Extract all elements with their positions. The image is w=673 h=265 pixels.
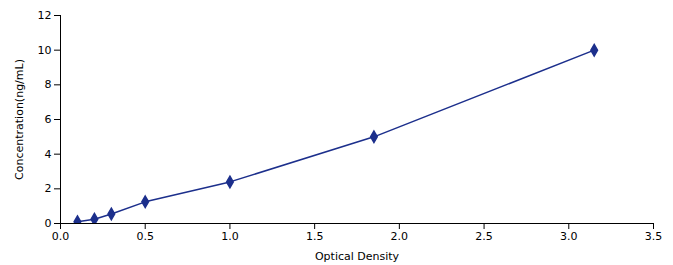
svg-text:2.0: 2.0 [391, 230, 409, 243]
svg-text:0.0: 0.0 [52, 230, 70, 243]
svg-text:1.5: 1.5 [306, 230, 324, 243]
svg-text:1.0: 1.0 [221, 230, 239, 243]
svg-text:4: 4 [45, 148, 52, 161]
svg-text:0.5: 0.5 [136, 230, 154, 243]
svg-text:8: 8 [45, 78, 52, 91]
svg-text:0: 0 [45, 217, 52, 230]
svg-text:3.0: 3.0 [560, 230, 578, 243]
svg-text:2.5: 2.5 [475, 230, 493, 243]
svg-text:3.5: 3.5 [645, 230, 663, 243]
svg-text:2: 2 [45, 182, 52, 195]
svg-text:6: 6 [45, 113, 52, 126]
svg-text:12: 12 [38, 9, 52, 22]
svg-text:Concentration(ng/mL): Concentration(ng/mL) [13, 59, 26, 180]
svg-text:Optical Density: Optical Density [315, 250, 400, 263]
svg-text:10: 10 [38, 44, 52, 57]
